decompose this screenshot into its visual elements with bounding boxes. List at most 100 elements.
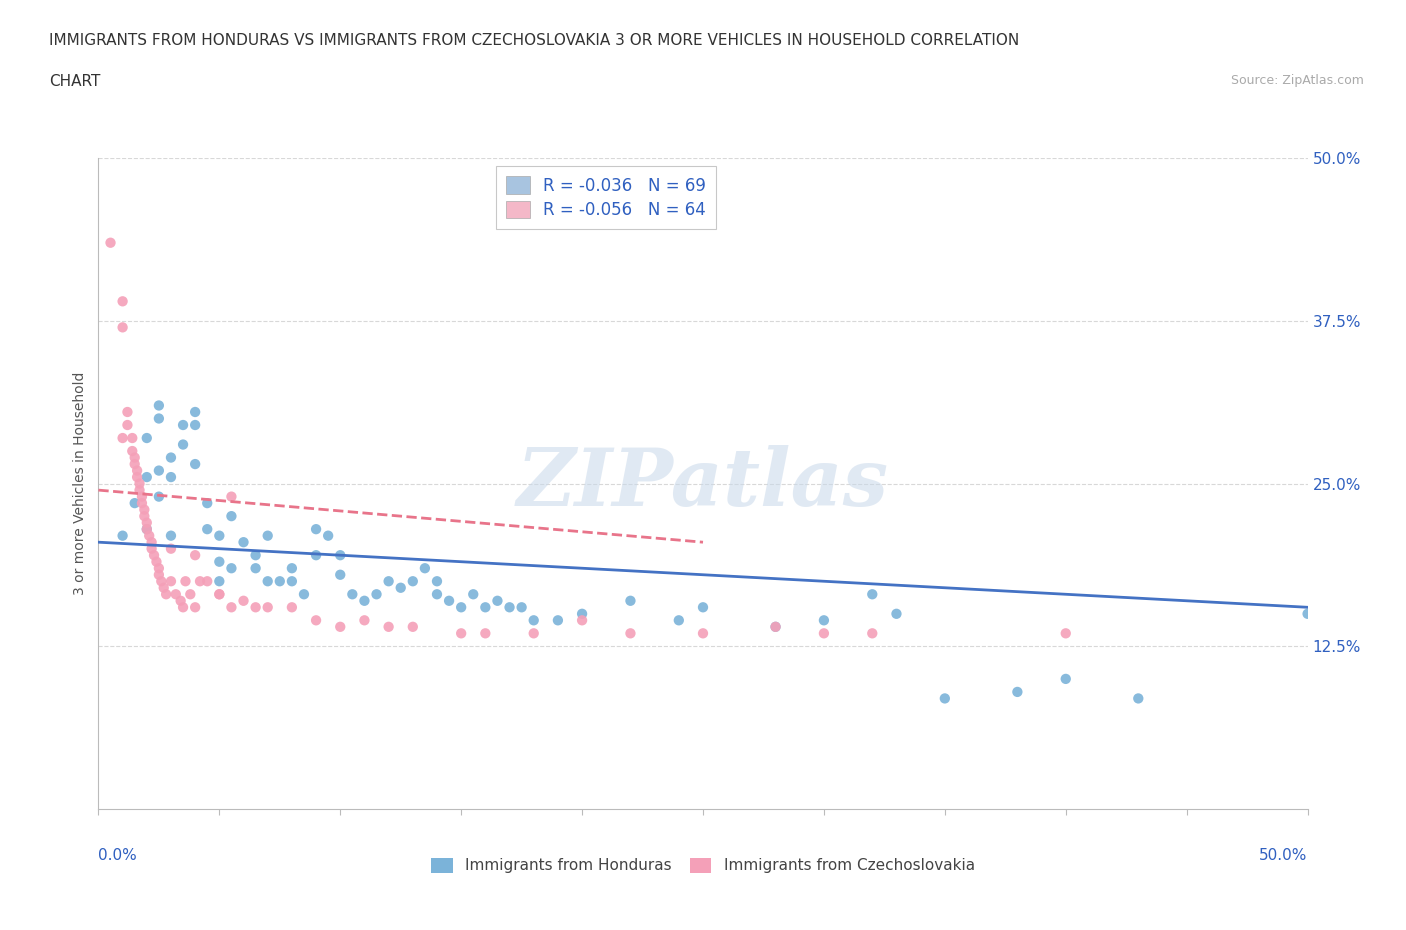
Point: [305, 522, 328, 537]
Point: [160, 450, 183, 465]
Point: [245, 548, 267, 563]
Point: [547, 613, 569, 628]
Point: [389, 580, 412, 595]
Text: CHART: CHART: [49, 74, 101, 89]
Point: [160, 470, 183, 485]
Point: [281, 574, 304, 589]
Point: [127, 470, 149, 485]
Point: [413, 561, 436, 576]
Point: [131, 496, 153, 511]
Point: [486, 593, 509, 608]
Point: [523, 613, 546, 628]
Point: [342, 587, 364, 602]
Point: [134, 509, 156, 524]
Point: [245, 600, 267, 615]
Point: [111, 528, 134, 543]
Point: [1296, 606, 1319, 621]
Point: [256, 528, 278, 543]
Point: [128, 483, 150, 498]
Point: [860, 626, 883, 641]
Point: [1054, 626, 1077, 641]
Point: [523, 626, 546, 641]
Point: [353, 593, 375, 608]
Point: [377, 619, 399, 634]
Point: [148, 567, 170, 582]
Point: [172, 418, 194, 432]
Point: [571, 613, 593, 628]
Point: [145, 554, 167, 569]
Point: [195, 574, 218, 589]
Point: [172, 437, 194, 452]
Point: [188, 574, 211, 589]
Point: [426, 587, 449, 602]
Point: [184, 457, 207, 472]
Point: [437, 593, 460, 608]
Point: [1128, 691, 1150, 706]
Point: [765, 619, 787, 634]
Point: [184, 600, 207, 615]
Point: [474, 626, 496, 641]
Point: [377, 574, 399, 589]
Point: [329, 619, 352, 634]
Point: [179, 587, 201, 602]
Point: [143, 548, 166, 563]
Point: [208, 528, 231, 543]
Point: [292, 587, 315, 602]
Point: [195, 496, 218, 511]
Point: [366, 587, 388, 602]
Point: [221, 561, 243, 576]
Point: [152, 580, 174, 595]
Point: [124, 457, 146, 472]
Point: [184, 405, 207, 419]
Point: [131, 489, 153, 504]
Point: [111, 294, 134, 309]
Point: [221, 509, 243, 524]
Point: [134, 502, 156, 517]
Point: [860, 587, 883, 602]
Point: [148, 489, 170, 504]
Point: [174, 574, 197, 589]
Legend: Immigrants from Honduras, Immigrants from Czechoslovakia: Immigrants from Honduras, Immigrants fro…: [425, 852, 981, 880]
Point: [141, 541, 163, 556]
Point: [160, 528, 183, 543]
Point: [148, 411, 170, 426]
Point: [316, 528, 339, 543]
Point: [692, 626, 714, 641]
Point: [813, 626, 835, 641]
Point: [281, 600, 304, 615]
Point: [169, 593, 191, 608]
Point: [208, 587, 231, 602]
Text: IMMIGRANTS FROM HONDURAS VS IMMIGRANTS FROM CZECHOSLOVAKIA 3 OR MORE VEHICLES IN: IMMIGRANTS FROM HONDURAS VS IMMIGRANTS F…: [49, 33, 1019, 47]
Point: [402, 619, 425, 634]
Point: [135, 515, 157, 530]
Point: [184, 418, 207, 432]
Point: [498, 600, 520, 615]
Point: [111, 320, 134, 335]
Point: [329, 567, 352, 582]
Point: [245, 561, 267, 576]
Point: [1007, 684, 1029, 699]
Point: [165, 587, 187, 602]
Point: [111, 431, 134, 445]
Point: [474, 600, 496, 615]
Point: [510, 600, 533, 615]
Point: [281, 561, 304, 576]
Point: [256, 574, 278, 589]
Point: [121, 431, 143, 445]
Point: [138, 528, 160, 543]
Point: [256, 600, 278, 615]
Point: [692, 600, 714, 615]
Point: [208, 554, 231, 569]
Point: [305, 548, 328, 563]
Point: [135, 470, 157, 485]
Point: [813, 613, 835, 628]
Point: [124, 450, 146, 465]
Point: [121, 444, 143, 458]
Point: [124, 496, 146, 511]
Point: [135, 522, 157, 537]
Point: [668, 613, 690, 628]
Point: [353, 613, 375, 628]
Point: [426, 574, 449, 589]
Text: ZIPatlas: ZIPatlas: [517, 445, 889, 523]
Point: [208, 574, 231, 589]
